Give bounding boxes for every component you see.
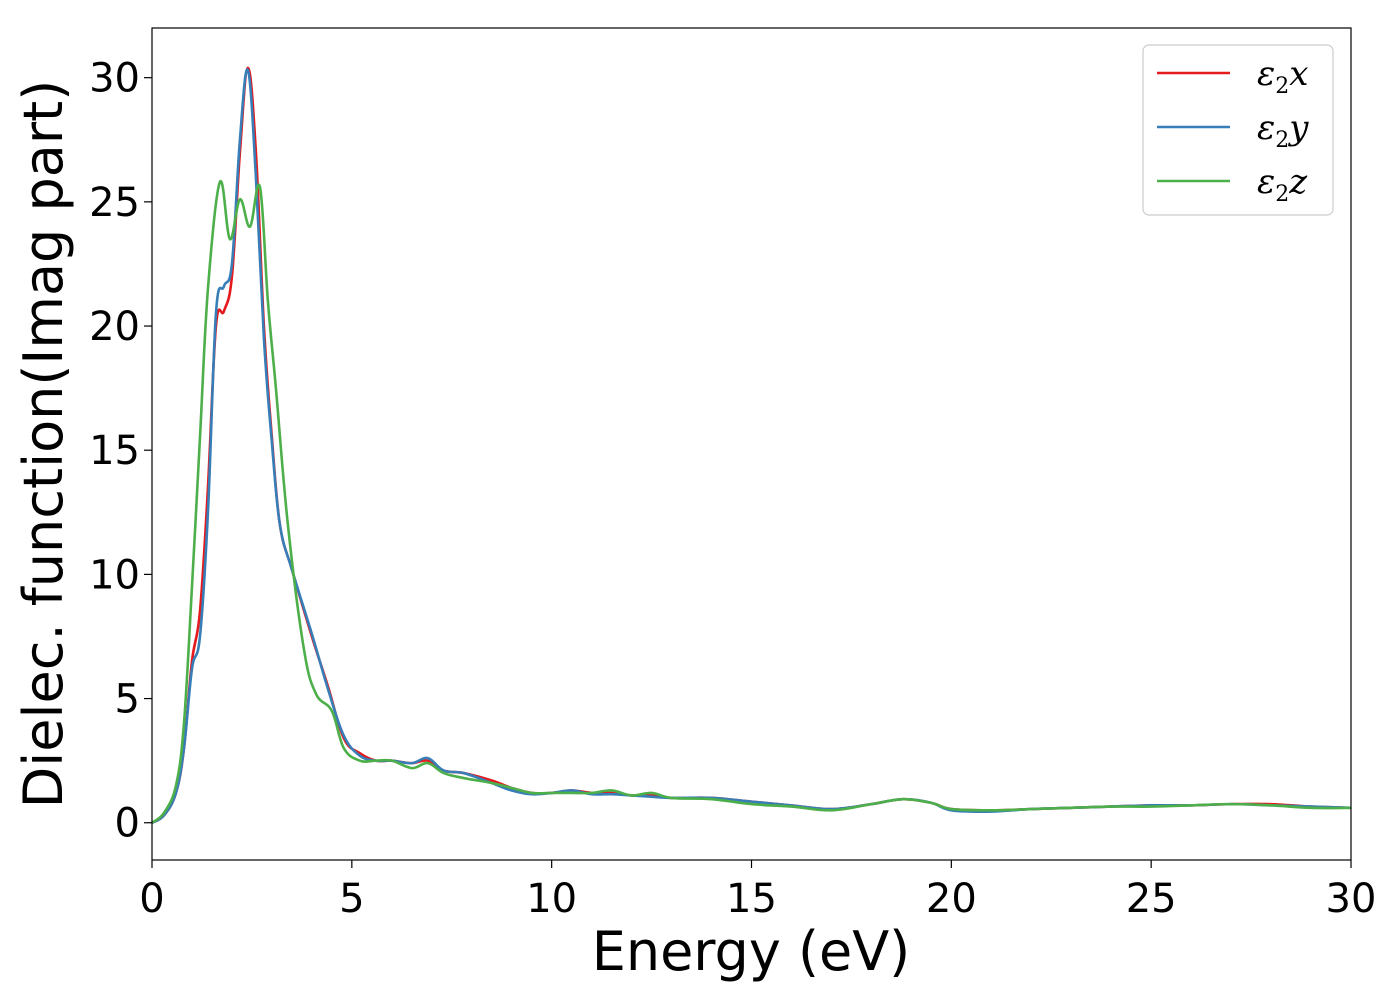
y-tick-label: 10 [89,552,140,598]
legend: ε2x ε2y ε2z [1142,44,1334,216]
x-axis-label: Energy (eV) [592,920,911,983]
legend-label-x: ε2x [1257,54,1308,99]
x-tick-label: 0 [139,876,164,922]
legend-items: ε2x ε2y ε2z [1157,54,1309,207]
y-axis: 0 5 10 15 20 25 30 [89,56,152,847]
y-axis-label: Dielec. function(Imag part) [12,80,75,809]
legend-box [1142,44,1334,216]
x-tick-label: 10 [526,876,577,922]
y-tick-label: 20 [89,304,140,350]
y-tick-label: 0 [115,801,140,847]
x-tick-label: 5 [339,876,364,922]
x-axis: 0 5 10 15 20 25 30 [139,860,1376,922]
x-tick-label: 15 [726,876,777,922]
x-tick-label: 20 [926,876,977,922]
y-tick-label: 5 [115,677,140,723]
y-tick-label: 15 [89,428,140,474]
y-tick-label: 30 [89,56,140,102]
series-line-z [151,180,1352,824]
legend-label-z: ε2z [1257,162,1308,207]
y-tick-label: 25 [89,180,140,226]
legend-label-y: ε2y [1257,108,1309,153]
series-line-y [151,68,1352,824]
x-tick-label: 30 [1326,876,1377,922]
series-layer [151,66,1352,824]
x-tick-label: 25 [1126,876,1177,922]
